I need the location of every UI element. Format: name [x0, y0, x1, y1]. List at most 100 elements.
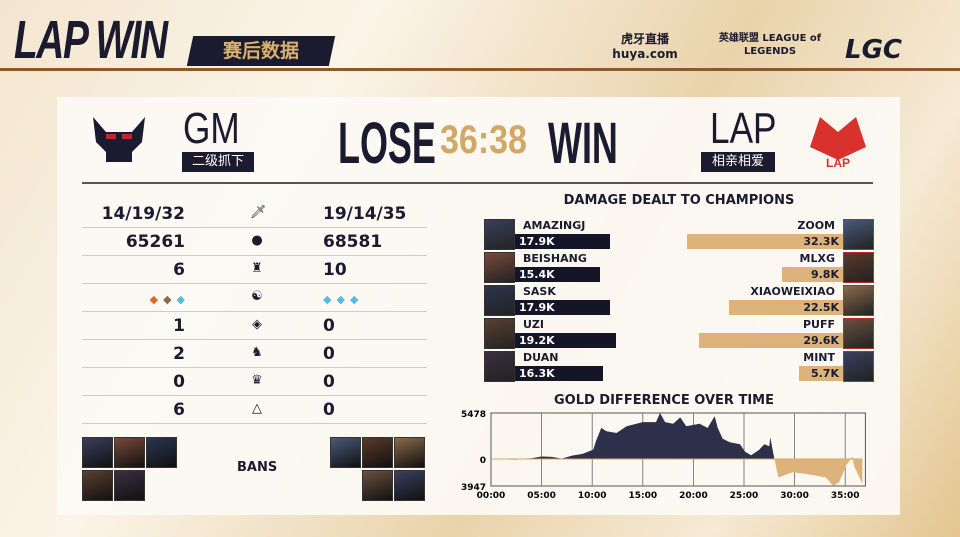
banned-champion-portrait	[362, 437, 393, 468]
champion-portrait	[484, 219, 515, 250]
left-stat-value: 1	[173, 316, 185, 336]
champion-portrait	[843, 252, 874, 283]
stat-row: 6 △ 0	[82, 396, 427, 424]
left-stat-value: 14/19/32	[101, 204, 185, 224]
match-duration: 36:38	[440, 118, 527, 162]
left-team-name: GM	[183, 104, 240, 153]
y-tick-label: 3947	[461, 483, 486, 493]
page-title: LAP WIN	[14, 10, 168, 70]
banned-champion-portrait	[114, 437, 145, 468]
drake-ocean-icon: ◆	[349, 293, 359, 306]
right-stat-value: 0	[323, 400, 335, 420]
champion-portrait	[843, 351, 874, 382]
right-stat-value: 0	[323, 372, 335, 392]
damage-bar: 17.9K	[515, 300, 611, 315]
plot-frame	[490, 412, 866, 487]
left-stat-value: 0	[173, 372, 185, 392]
lap-team-logo: LAP	[810, 117, 866, 168]
right-team-tag: 相亲相爱	[701, 152, 775, 172]
right-stat-value: ◆ ◆ ◆	[323, 288, 363, 308]
stat-row: 0 ♛ 0	[82, 368, 427, 396]
banned-champion-portrait	[362, 470, 393, 501]
banned-champion-portrait	[82, 437, 113, 468]
x-tick-label: 25:00	[730, 491, 759, 501]
damage-bar: 17.9K	[515, 234, 611, 249]
bans-label: BANS	[237, 460, 278, 475]
drake-ocean-icon: ◆	[176, 293, 185, 306]
stat-row: ◆ ◆ ◆ ☯ ◆ ◆ ◆	[82, 284, 427, 312]
stat-row: 65261 ● 68581	[82, 228, 427, 256]
gold-lead-area-lap	[491, 459, 863, 486]
champion-portrait	[484, 252, 515, 283]
right-result: WIN	[548, 111, 618, 176]
drake-mountain-icon: ◆	[163, 293, 172, 306]
champion-portrait	[484, 285, 515, 316]
champion-portrait	[843, 285, 874, 316]
lol-logo: 英雄联盟 LEAGUE of LEGENDS	[718, 33, 822, 57]
elder-icon: ♛	[251, 373, 263, 388]
player-name: XIAOWEIXIAO	[750, 285, 835, 298]
champion-portrait	[843, 318, 874, 349]
gold-lead-area-gm	[491, 413, 863, 459]
damage-bar: 19.2K	[515, 333, 616, 348]
left-result: LOSE	[338, 111, 436, 176]
left-team-tag: 二级抓下	[182, 152, 254, 172]
champion-portrait	[843, 219, 874, 250]
gold-icon: ●	[251, 233, 263, 248]
stat-row: 2 ♞ 0	[82, 340, 427, 368]
damage-bar: 22.5K	[728, 300, 843, 315]
stat-row: 14/19/32 🗡 19/14/35	[82, 200, 427, 228]
x-tick-label: 00:00	[477, 491, 506, 501]
player-name: MLXG	[799, 252, 835, 265]
huya-logo: 虎牙直播 huya.com	[612, 32, 678, 61]
stat-row: 1 ◈ 0	[82, 312, 427, 340]
player-name: MINT	[803, 351, 835, 364]
left-stat-value: ◆ ◆ ◆	[145, 288, 185, 308]
player-name: ZOOM	[797, 219, 835, 232]
lgc-logo: LGC	[845, 35, 902, 65]
gm-team-logo	[93, 117, 145, 162]
player-name: BEISHANG	[523, 252, 587, 265]
subtitle: 赛后数据	[222, 40, 299, 62]
banned-champion-portrait	[82, 470, 113, 501]
left-stat-value: 6	[173, 400, 185, 420]
left-stat-value: 6	[173, 260, 185, 280]
banned-champion-portrait	[394, 470, 425, 501]
player-name: SASK	[523, 285, 556, 298]
right-stat-value: 10	[323, 260, 347, 280]
x-tick-label: 15:00	[628, 491, 657, 501]
drake-infernal-icon: ◆	[149, 293, 159, 306]
herald-icon: ◈	[252, 317, 262, 332]
y-tick-label: 0	[480, 456, 486, 466]
svg-text:LAP: LAP	[826, 156, 850, 168]
damage-bar: 15.4K	[515, 267, 600, 282]
drake-ocean-icon: ◆	[336, 293, 345, 306]
dragon-icon: ☯	[251, 289, 263, 304]
player-name: UZI	[523, 318, 545, 331]
gold-chart-title: GOLD DIFFERENCE OVER TIME	[553, 393, 774, 408]
damage-bar: 32.3K	[687, 234, 843, 249]
right-stat-value: 0	[323, 316, 335, 336]
banned-champion-portrait	[146, 437, 177, 468]
x-tick-label: 10:00	[578, 491, 607, 501]
x-tick-label: 30:00	[780, 491, 809, 501]
sword-icon: 🗡	[250, 205, 267, 220]
player-name: AMAZINGJ	[523, 219, 586, 232]
y-tick-label: 5478	[461, 410, 486, 420]
x-tick-label: 35:00	[831, 491, 860, 501]
player-name: DUAN	[523, 351, 559, 364]
banned-champion-portrait	[394, 437, 425, 468]
baron-icon: ♞	[251, 345, 263, 360]
right-team-name: LAP	[710, 104, 777, 153]
tower-icon: ♜	[251, 261, 263, 276]
champion-portrait	[484, 351, 515, 382]
right-stat-value: 0	[323, 344, 335, 364]
drake-ocean-icon: ◆	[323, 293, 332, 306]
inhibitor-icon: △	[252, 401, 262, 416]
damage-bar: 16.3K	[515, 366, 604, 381]
left-stat-value: 2	[173, 344, 185, 364]
damage-bar: 5.7K	[799, 366, 843, 381]
damage-bar: 9.8K	[781, 267, 843, 282]
x-tick-label: 20:00	[679, 491, 708, 501]
